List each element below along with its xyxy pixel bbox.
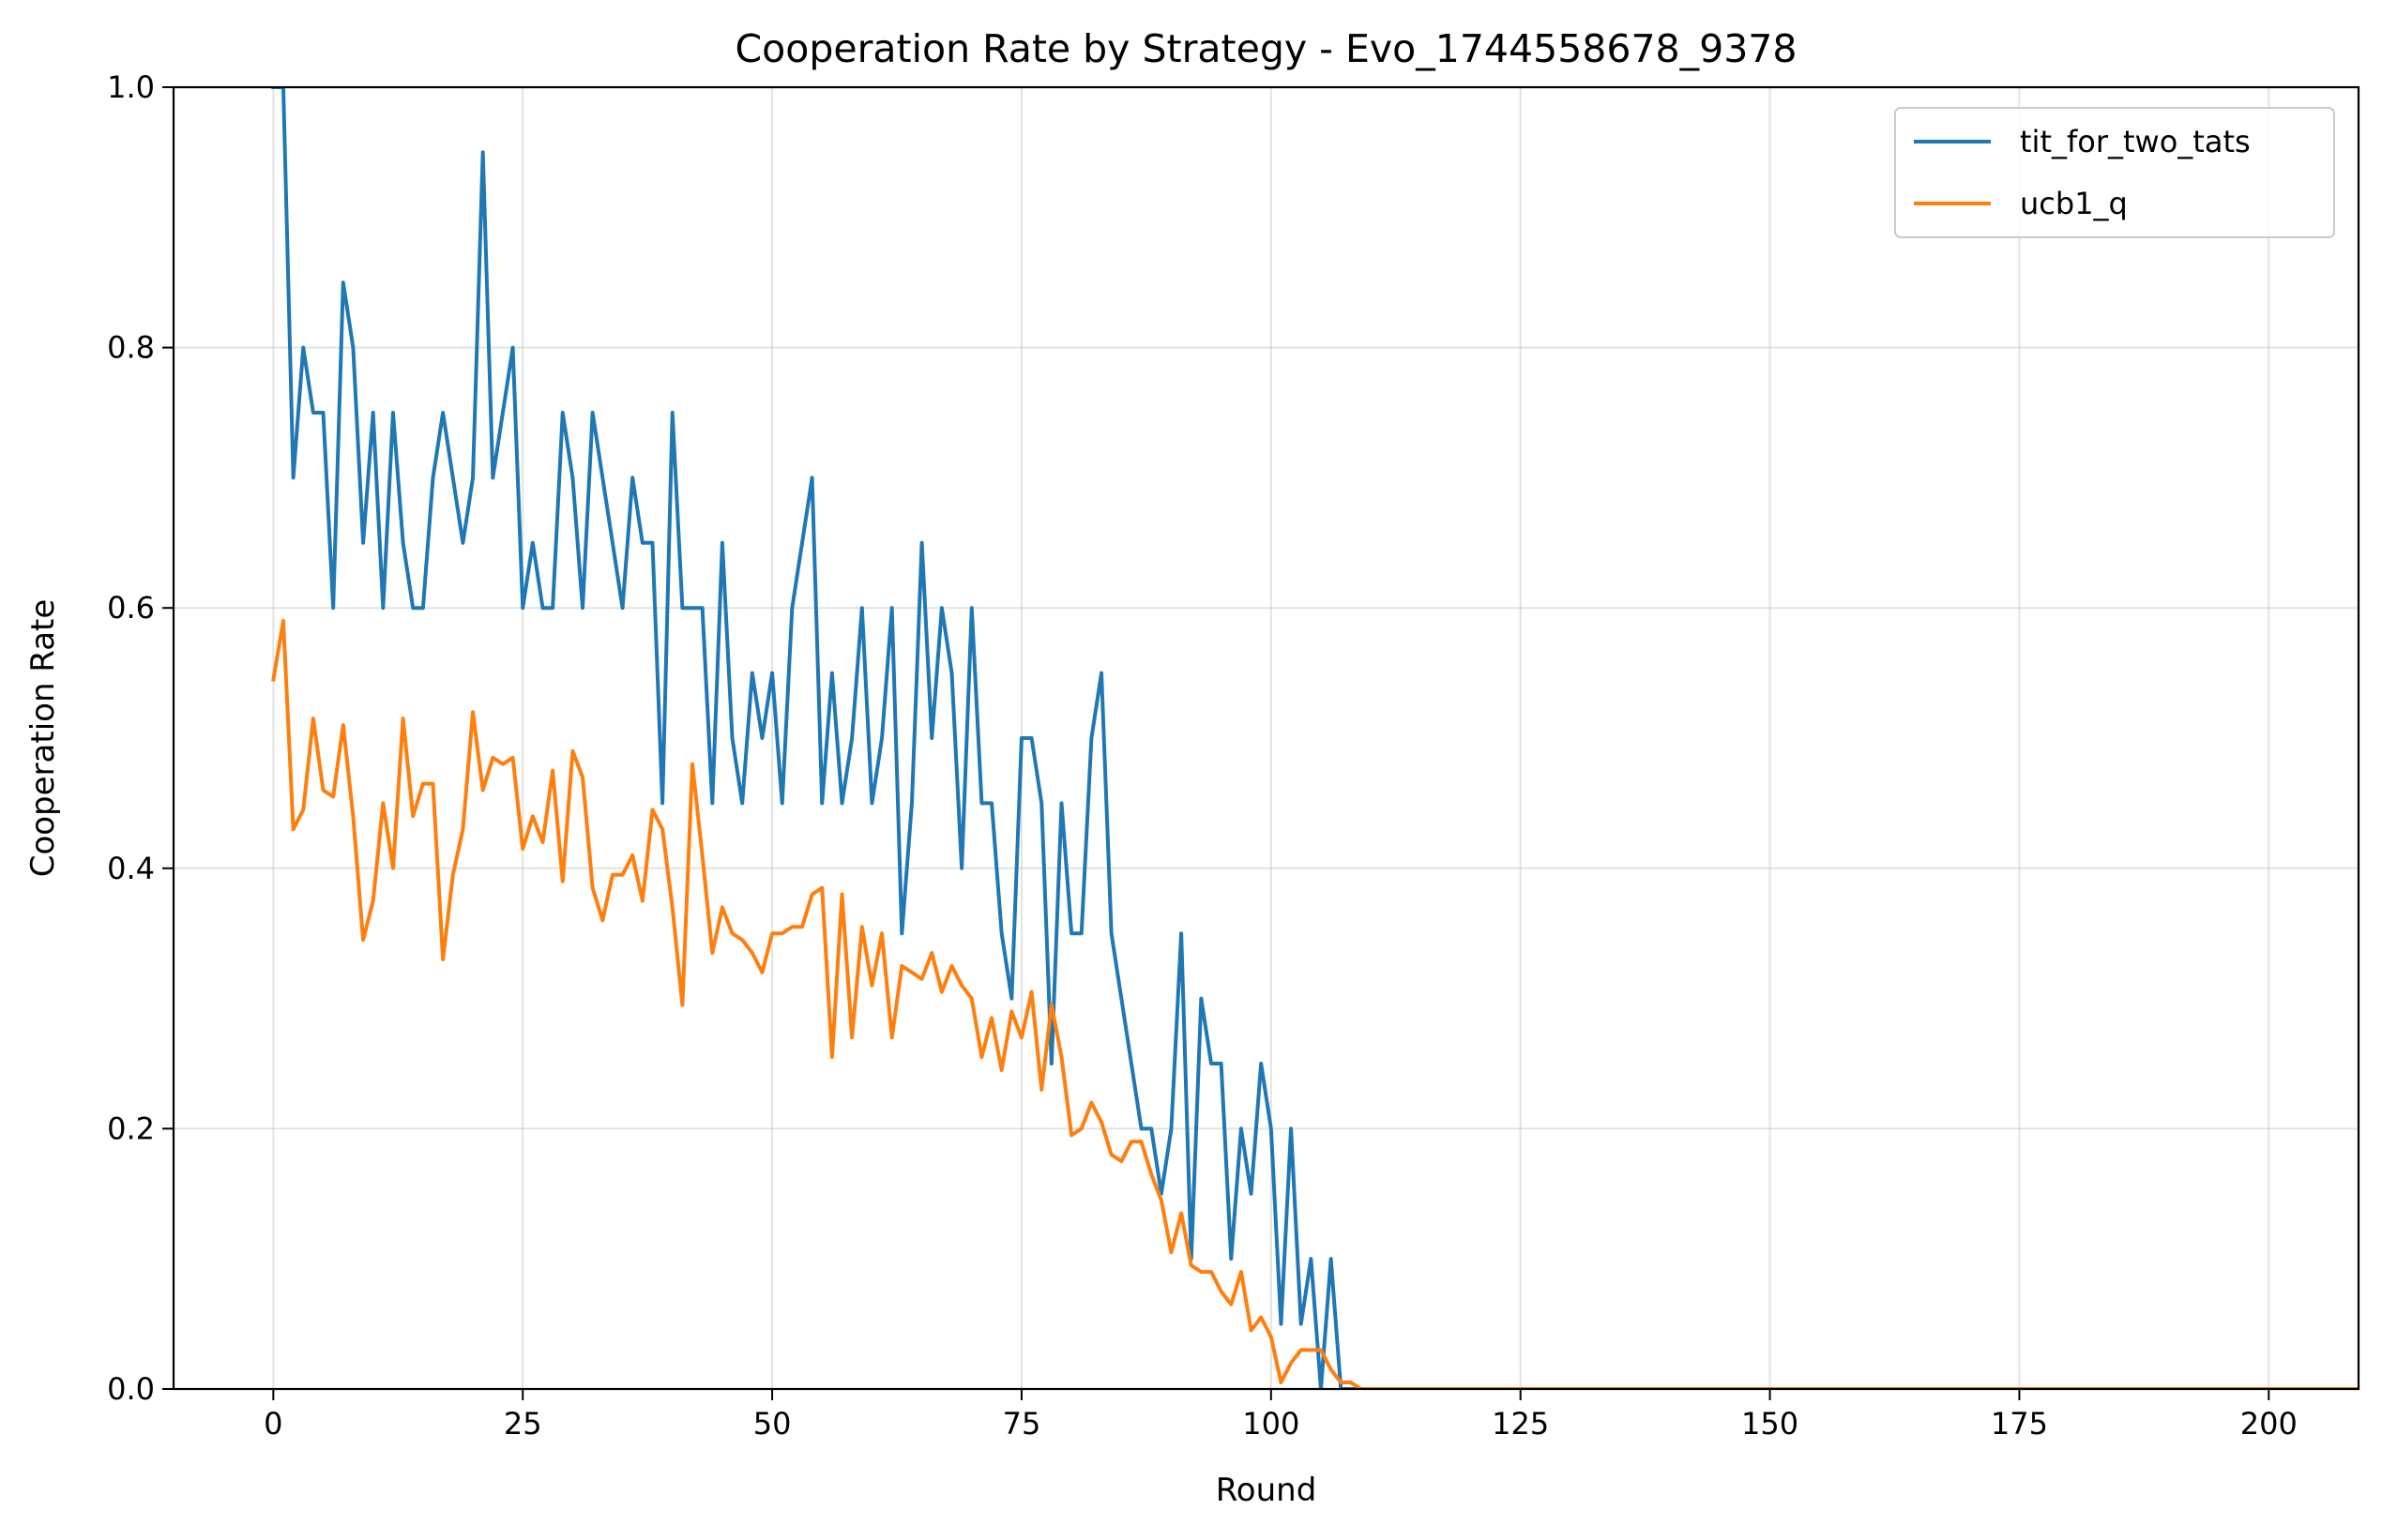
y-axis-label: Cooperation Rate xyxy=(24,599,62,878)
legend: tit_for_two_tats ucb1_q xyxy=(1894,107,2335,238)
x-axis-label: Round xyxy=(1216,1472,1317,1509)
series-lines xyxy=(271,87,2359,1389)
y-tick-label: 0.8 xyxy=(107,330,155,366)
x-tick-label: 0 xyxy=(264,1406,282,1442)
y-tick-label: 1.0 xyxy=(107,69,155,105)
x-tick-label: 175 xyxy=(1991,1406,2048,1442)
x-axis-ticks: 0 25 50 75 100 125 150 175 200 xyxy=(264,1389,2298,1442)
legend-label-ucb1-q: ucb1_q xyxy=(2020,186,2128,221)
chart-title: Cooperation Rate by Strategy - Evo_17445… xyxy=(736,26,1798,71)
legend-label-tit-for-two-tats: tit_for_two_tats xyxy=(2020,124,2251,159)
y-tick-label: 0.0 xyxy=(107,1371,155,1407)
x-tick-label: 25 xyxy=(504,1406,542,1442)
y-tick-label: 0.2 xyxy=(107,1110,155,1146)
x-tick-label: 150 xyxy=(1741,1406,1798,1442)
plot-frame xyxy=(172,85,2360,1391)
series-line-ucb1-q xyxy=(271,619,2359,1389)
x-tick-label: 50 xyxy=(753,1406,792,1442)
y-tick-label: 0.6 xyxy=(107,590,155,626)
x-tick-label: 75 xyxy=(1003,1406,1041,1442)
x-tick-label: 100 xyxy=(1242,1406,1299,1442)
y-axis-ticks: 0.0 0.2 0.4 0.6 0.8 1.0 xyxy=(107,69,174,1407)
y-tick-label: 0.4 xyxy=(107,851,155,886)
x-tick-label: 200 xyxy=(2240,1406,2298,1442)
x-tick-label: 125 xyxy=(1492,1406,1549,1442)
series-line-tit-for-two-tats xyxy=(271,87,2321,1389)
legend-box xyxy=(1894,107,2335,238)
